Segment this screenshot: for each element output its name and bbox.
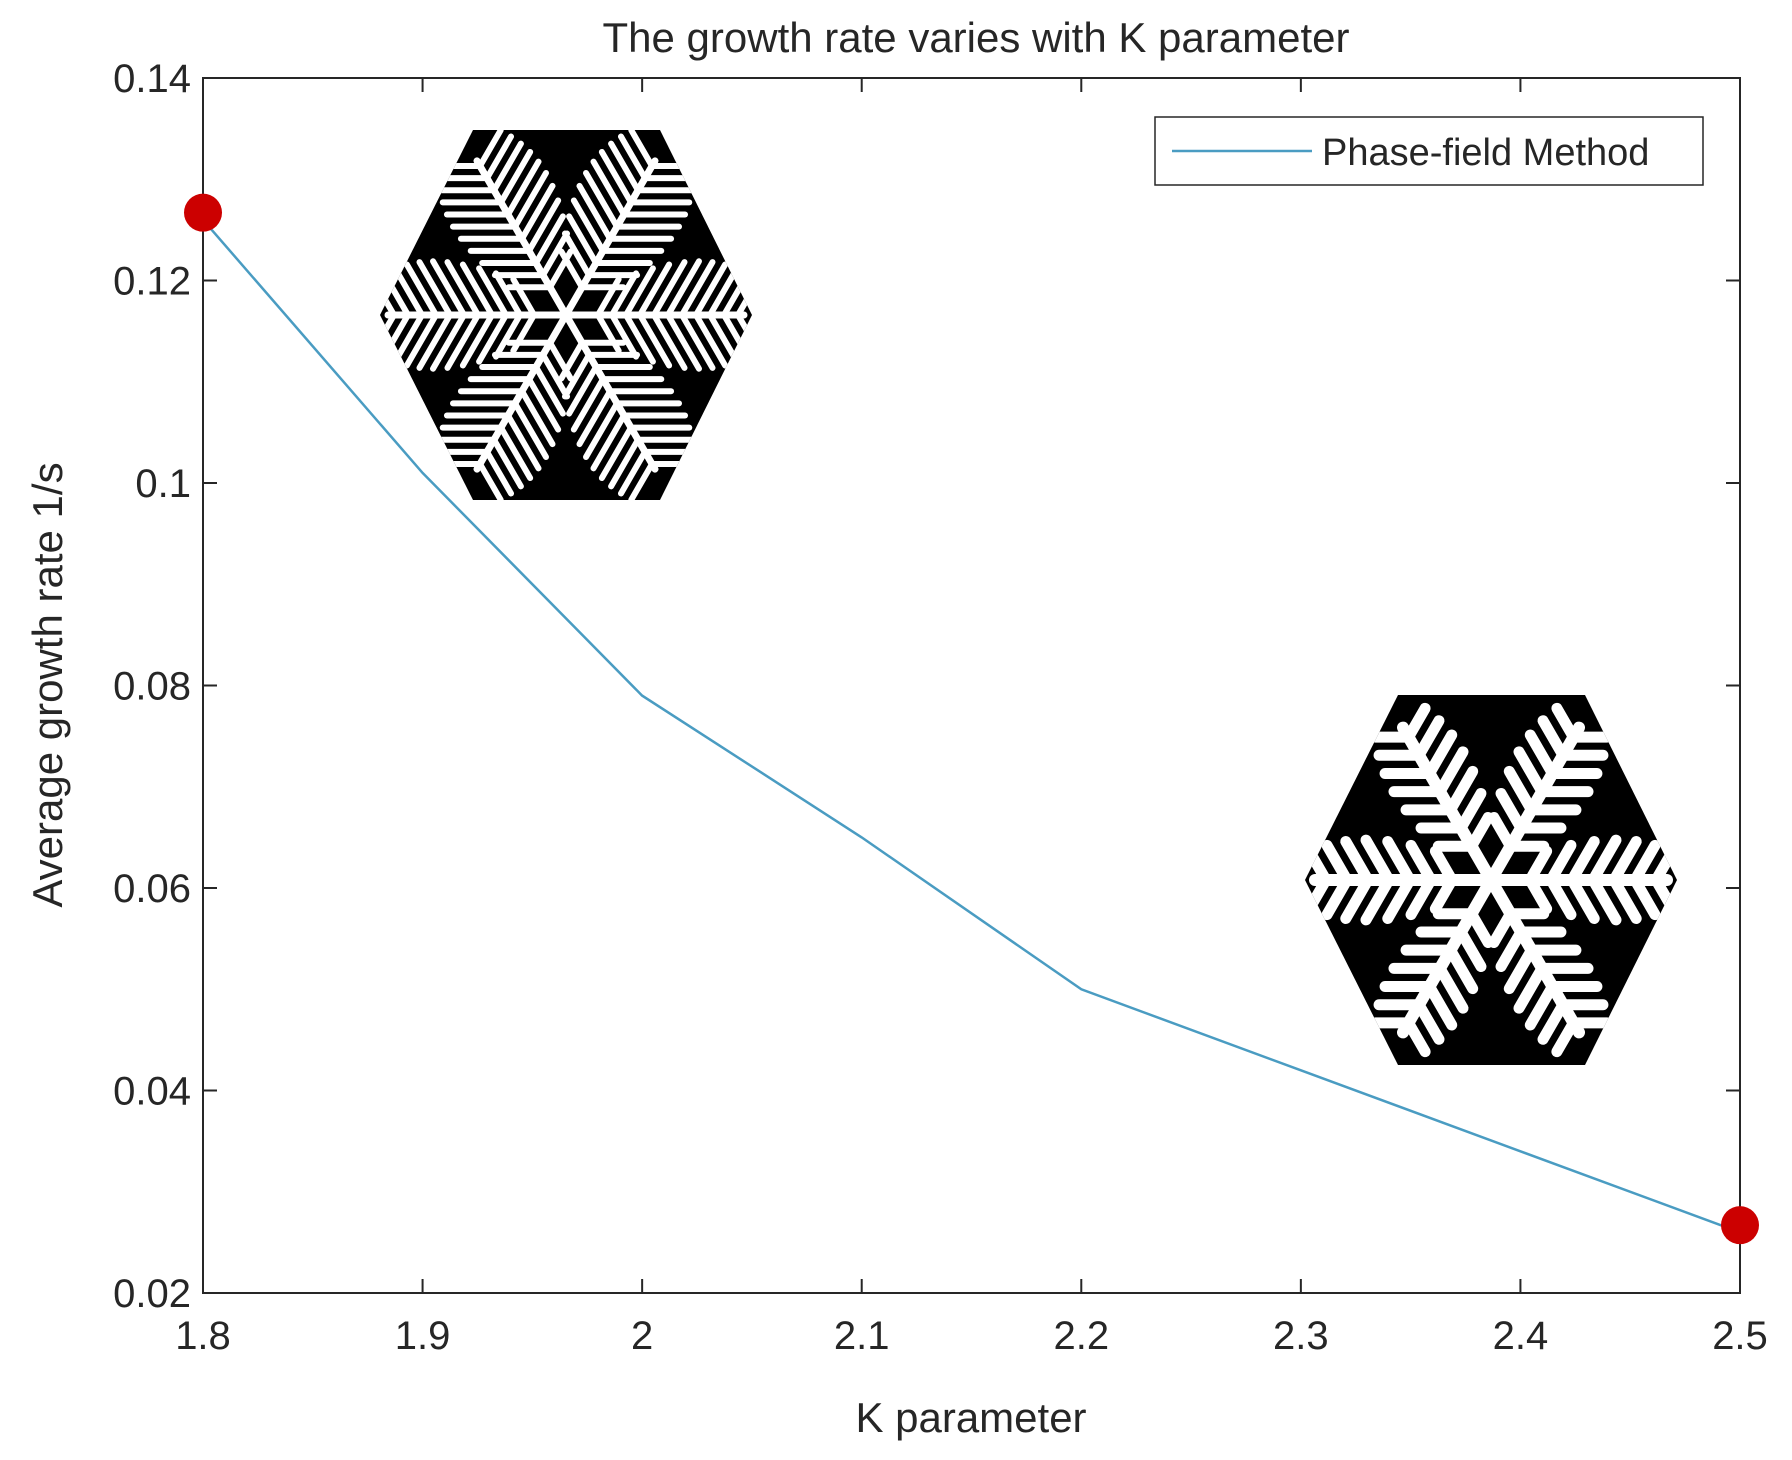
highlight-points-layer [184, 193, 1759, 1245]
y-tick-label: 0.02 [113, 1272, 191, 1316]
y-tick-label: 0.08 [113, 665, 191, 709]
x-tick-label: 1.8 [175, 1314, 231, 1358]
y-tick-label: 0.14 [113, 57, 191, 101]
y-tick-label: 0.12 [113, 260, 191, 304]
x-tick-label: 2.2 [1053, 1314, 1109, 1358]
x-tick-label: 2.1 [834, 1314, 890, 1358]
chart-title: The growth rate varies with K parameter [603, 14, 1350, 61]
sparse-snowflake-image [1305, 695, 1677, 1065]
y-tick-label: 0.1 [135, 462, 191, 506]
series-line-phase-field-method [202, 218, 1741, 1234]
y-axis: 0.02 0.04 0.06 0.08 0.1 0.12 0.14 [113, 57, 1740, 1316]
highlight-point [1721, 1206, 1759, 1245]
y-tick-label: 0.06 [113, 867, 191, 911]
x-tick-label: 2 [631, 1314, 653, 1358]
x-tick-label: 2.3 [1273, 1314, 1329, 1358]
highlight-point [184, 193, 222, 232]
x-tick-label: 2.5 [1712, 1314, 1768, 1358]
series-layer [202, 218, 1741, 1234]
x-axis-label: K parameter [855, 1394, 1086, 1441]
y-tick-label: 0.04 [113, 1070, 191, 1114]
y-axis-label: Average growth rate 1/s [24, 462, 71, 907]
x-axis: 1.8 1.9 2 2.1 2.2 2.3 2.4 2.5 [175, 78, 1768, 1358]
legend-series-label: Phase-field Method [1322, 132, 1649, 174]
legend: Phase-field Method [1154, 116, 1704, 186]
dense-snowflake-image [380, 130, 752, 500]
x-tick-label: 1.9 [395, 1314, 451, 1358]
x-tick-label: 2.4 [1493, 1314, 1549, 1358]
